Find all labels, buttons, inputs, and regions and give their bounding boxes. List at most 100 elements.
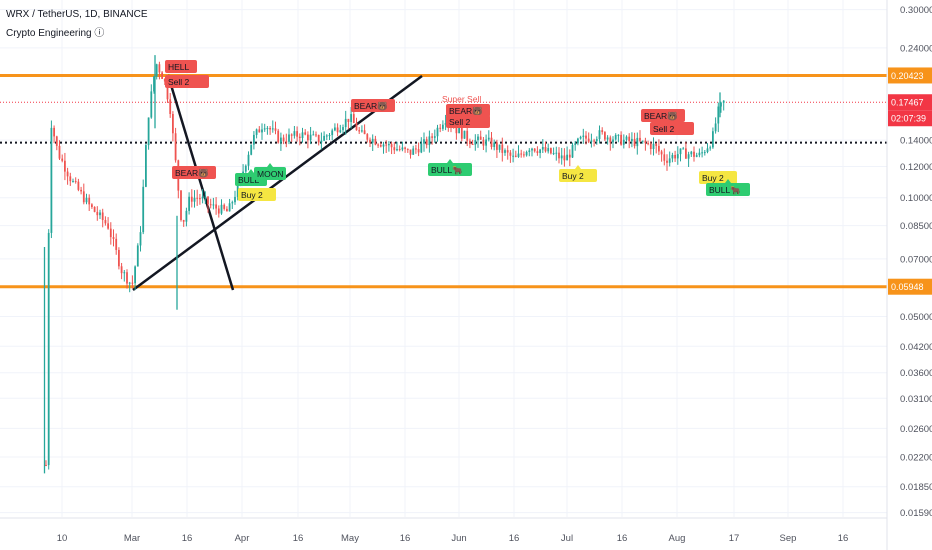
- candle-body: [363, 130, 366, 135]
- candle-body: [199, 198, 201, 200]
- candle-body: [479, 136, 482, 140]
- candle-body: [536, 151, 539, 153]
- candle-body: [358, 130, 361, 132]
- y-tick-label: 0.01590: [900, 508, 932, 519]
- candle-body: [639, 137, 641, 141]
- candle-body: [698, 152, 701, 156]
- candle-body: [423, 139, 425, 144]
- candle-body: [425, 139, 428, 146]
- candle-body: [455, 127, 458, 134]
- candle-body: [409, 149, 412, 155]
- candle-body: [482, 139, 485, 146]
- candle-body: [371, 138, 374, 143]
- candle-body: [460, 127, 463, 139]
- candle-body: [253, 134, 255, 145]
- candle-body: [587, 138, 590, 142]
- candle-body: [606, 137, 609, 140]
- y-tick-label: 0.05000: [900, 312, 932, 323]
- signal-label: Sell 2: [449, 117, 471, 127]
- signal-label: BULL🐂: [709, 185, 741, 195]
- candle-body: [163, 78, 166, 82]
- candle-body: [212, 204, 215, 206]
- candles: [43, 55, 725, 474]
- candle-body: [96, 211, 99, 216]
- countdown-tag-bg: [888, 110, 932, 127]
- signal-bear-badge: [641, 109, 685, 122]
- signal-bear-badge: [446, 104, 490, 117]
- signal-pointer: [447, 159, 453, 163]
- candle-body: [223, 204, 226, 209]
- candle-body: [671, 154, 674, 159]
- candle-body: [190, 196, 193, 202]
- grid: [0, 0, 887, 517]
- signal-bear-badge: [165, 60, 197, 73]
- candle-body: [161, 72, 163, 79]
- candle-body: [649, 143, 652, 150]
- candle-body: [644, 140, 647, 144]
- candle-body: [693, 151, 695, 157]
- signal-pointer: [575, 165, 581, 169]
- candle-body: [280, 137, 282, 143]
- y-tick-label: 0.01850: [900, 482, 932, 493]
- candle-body: [523, 154, 525, 156]
- candle-body: [525, 152, 528, 156]
- indicator-name[interactable]: Crypto Engineering ⓘ: [6, 28, 105, 39]
- candle-body: [604, 132, 606, 140]
- candle-body: [388, 144, 390, 146]
- candle-body: [463, 130, 466, 139]
- candle-body: [385, 144, 388, 146]
- signal-label: BEAR🐻: [644, 111, 678, 121]
- candle-body: [625, 136, 628, 140]
- symbol-title[interactable]: WRX / TetherUS, 1D, BINANCE: [6, 9, 148, 20]
- y-tick-label: 0.30000: [900, 5, 932, 16]
- candle-body: [531, 148, 533, 151]
- candle-body: [204, 196, 207, 198]
- signal-buy-badge: [559, 169, 597, 182]
- candle-body: [188, 196, 190, 211]
- candle-body: [679, 148, 682, 155]
- candle-body: [666, 160, 668, 163]
- y-tick-label: 0.24000: [900, 43, 932, 54]
- signal-label: BEAR🐻: [449, 106, 483, 116]
- candle-body: [109, 228, 112, 238]
- signal-label: HELL: [168, 62, 190, 72]
- candle-body: [142, 186, 145, 233]
- candle-body: [77, 181, 80, 190]
- candle-body: [53, 127, 55, 137]
- candle-body: [382, 144, 385, 147]
- candle-body: [663, 154, 666, 161]
- candle-body: [201, 196, 204, 199]
- candle-body: [366, 134, 369, 140]
- candle-body: [234, 196, 236, 203]
- candle-body: [631, 138, 633, 142]
- candle-body: [660, 151, 663, 155]
- candle-body: [520, 153, 523, 155]
- candle-body: [577, 138, 579, 144]
- candle-body: [555, 152, 558, 154]
- candle-body: [298, 136, 301, 139]
- candle-body: [290, 134, 293, 136]
- signal-bear-badge: [650, 122, 694, 135]
- candle-body: [215, 204, 217, 209]
- candle-body: [66, 171, 69, 177]
- candle-body: [504, 150, 506, 153]
- candle-body: [47, 232, 50, 466]
- candle-body: [347, 118, 350, 122]
- candle-body: [676, 154, 679, 159]
- candle-body: [398, 149, 401, 151]
- candle-body: [107, 223, 109, 229]
- candle-body: [58, 145, 61, 159]
- candle-body: [169, 99, 172, 114]
- candle-body: [396, 149, 398, 151]
- candle-body: [590, 140, 593, 142]
- candle-body: [361, 130, 363, 132]
- candle-body: [393, 147, 396, 151]
- candle-body: [547, 148, 550, 152]
- candle-body: [655, 143, 658, 146]
- candle-body: [652, 143, 655, 150]
- candle-body: [269, 128, 271, 130]
- resistance-tag-bg: [888, 67, 932, 84]
- candle-body: [72, 181, 74, 183]
- candle-body: [622, 139, 625, 145]
